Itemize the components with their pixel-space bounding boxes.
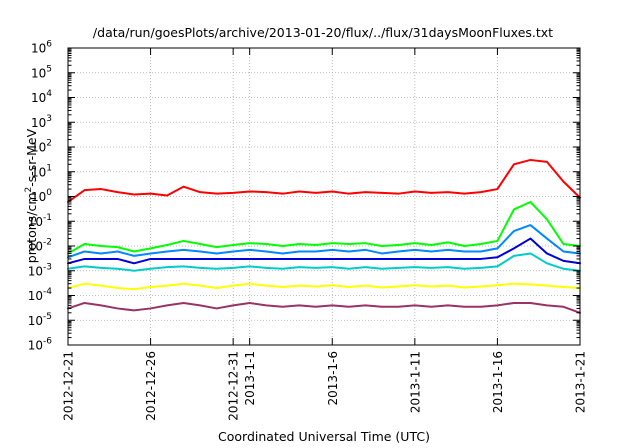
x-tick-label: 2013-1-21	[574, 351, 588, 413]
series-line-2	[67, 200, 581, 255]
y-tick-label: 10-6	[28, 337, 53, 353]
y-tick-label: 106	[31, 40, 52, 56]
series-line-6	[67, 282, 581, 291]
y-axis-label: protons/cm2-s-sr-MeV	[24, 128, 39, 263]
x-tick-label: 2013-1-1	[243, 351, 257, 405]
y-tick-label: 104	[31, 89, 52, 105]
series-line-3	[67, 224, 581, 259]
chart-title: /data/run/goesPlots/archive/2013-01-20/f…	[93, 25, 553, 40]
series-lines	[67, 158, 581, 314]
x-axis-label: Coordinated Universal Time (UTC)	[218, 429, 430, 444]
series-line-5	[67, 252, 581, 272]
x-tick-labels: 2012-12-21 2012-12-26 2012-12-31 2013-1-1 20…	[62, 351, 588, 421]
y-tick-label: 10-2	[28, 238, 52, 254]
x-tick-label: 2013-1-6	[326, 351, 340, 405]
x-tick-label: 2012-12-21	[62, 351, 76, 421]
y-tick-label: 103	[31, 114, 52, 130]
y-tick-labels: 10-6 10-5 10-4 10-3 10-2 10-1 100 101 102 103 104 1…	[28, 40, 53, 353]
y-tick-label: 10-3	[28, 262, 52, 278]
x-tick-label: 2013-1-11	[408, 351, 422, 413]
y-tick-label: 101	[31, 163, 52, 179]
y-tick-label: 10-5	[28, 312, 52, 328]
y-tick-label: 10-1	[28, 213, 52, 229]
y-tick-label: 10-4	[28, 287, 53, 303]
x-tick-label: 2012-12-31	[227, 351, 241, 421]
grid-lines	[68, 48, 580, 345]
y-tick-label: 102	[31, 139, 52, 155]
x-tick-label: 2013-1-16	[491, 351, 505, 413]
series-line-1	[67, 158, 581, 203]
axis-ticks	[67, 47, 581, 346]
y-tick-label: 105	[31, 64, 52, 80]
y-tick-label: 100	[31, 188, 52, 204]
series-line-7	[67, 301, 581, 314]
x-tick-label: 2012-12-26	[144, 351, 158, 421]
series-line-4	[67, 237, 581, 265]
